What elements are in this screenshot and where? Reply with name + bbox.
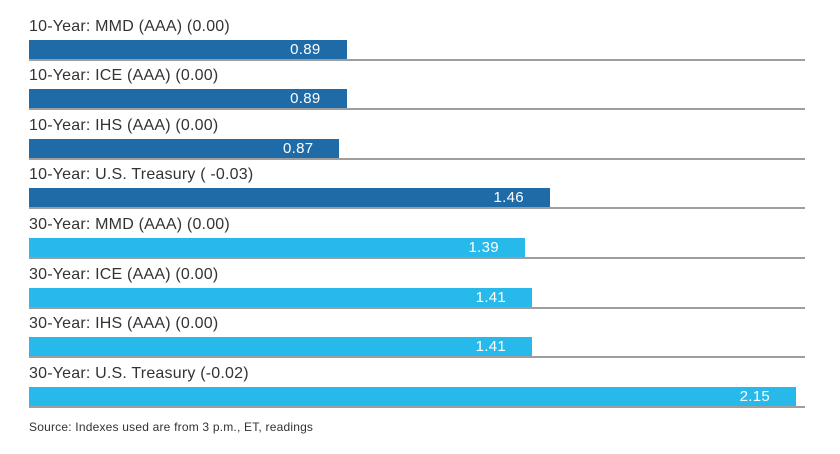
bar-track: 2.15 — [29, 386, 805, 408]
bar-row: 30-Year: IHS (AAA) (0.00) 1.41 — [29, 309, 805, 359]
data-bar: 1.39 — [29, 237, 525, 257]
bar-track: 1.41 — [29, 287, 805, 309]
bar-row: 30-Year: MMD (AAA) (0.00) 1.39 — [29, 209, 805, 259]
bar-category-label: 10-Year: MMD (AAA) (0.00) — [29, 17, 230, 35]
data-bar: 0.89 — [29, 89, 347, 109]
source-note: Source: Indexes used are from 3 p.m., ET… — [29, 419, 314, 434]
bar-value-label: 1.46 — [493, 189, 524, 207]
bar-row: 10-Year: MMD (AAA) (0.00) 0.89 — [29, 11, 805, 61]
bar-track: 1.39 — [29, 237, 805, 259]
bar-value-label: 0.87 — [282, 139, 314, 157]
data-bar: 0.87 — [29, 138, 340, 158]
bar-row: 10-Year: IHS (AAA) (0.00) 0.87 — [29, 110, 805, 160]
bar-value-label: 1.39 — [468, 238, 499, 256]
bar-rows: 10-Year: MMD (AAA) (0.00) 0.89 10-Year: IC… — [29, 11, 805, 408]
bar-category-label: 10-Year: IHS (AAA) (0.00) — [29, 116, 219, 134]
bar-category-label: 10-Year: U.S. Treasury ( -0.03) — [29, 166, 254, 184]
data-bar: 1.41 — [29, 337, 533, 357]
bar-track: 0.89 — [29, 89, 805, 111]
bar-row: 10-Year: ICE (AAA) (0.00) 0.89 — [29, 61, 805, 111]
bar-row: 30-Year: U.S. Treasury (-0.02) 2.15 — [29, 358, 805, 408]
bar-value-label: 1.41 — [475, 338, 507, 356]
bar-value-label: 2.15 — [739, 387, 771, 405]
bar-value-label: 0.89 — [290, 90, 321, 108]
bar-category-label: 30-Year: MMD (AAA) (0.00) — [29, 215, 230, 233]
data-bar: 0.89 — [29, 39, 347, 59]
bar-track: 1.46 — [29, 188, 805, 210]
bar-category-label: 30-Year: IHS (AAA) (0.00) — [29, 315, 219, 333]
bar-track: 0.89 — [29, 39, 805, 61]
bar-row: 30-Year: ICE (AAA) (0.00) 1.41 — [29, 259, 805, 309]
bar-track: 0.87 — [29, 138, 805, 160]
data-bar: 2.15 — [29, 386, 797, 406]
bar-category-label: 10-Year: ICE (AAA) (0.00) — [29, 67, 219, 85]
yield-bar-chart: 10-Year: MMD (AAA) (0.00) 0.89 10-Year: IC… — [29, 11, 805, 434]
data-bar: 1.41 — [29, 287, 533, 307]
bar-track: 1.41 — [29, 337, 805, 359]
data-bar: 1.46 — [29, 188, 550, 208]
bar-row: 10-Year: U.S. Treasury ( -0.03) 1.46 — [29, 160, 805, 210]
bar-category-label: 30-Year: U.S. Treasury (-0.02) — [29, 364, 249, 382]
bar-value-label: 0.89 — [290, 40, 321, 58]
bar-value-label: 1.41 — [475, 288, 507, 306]
bar-category-label: 30-Year: ICE (AAA) (0.00) — [29, 265, 219, 283]
